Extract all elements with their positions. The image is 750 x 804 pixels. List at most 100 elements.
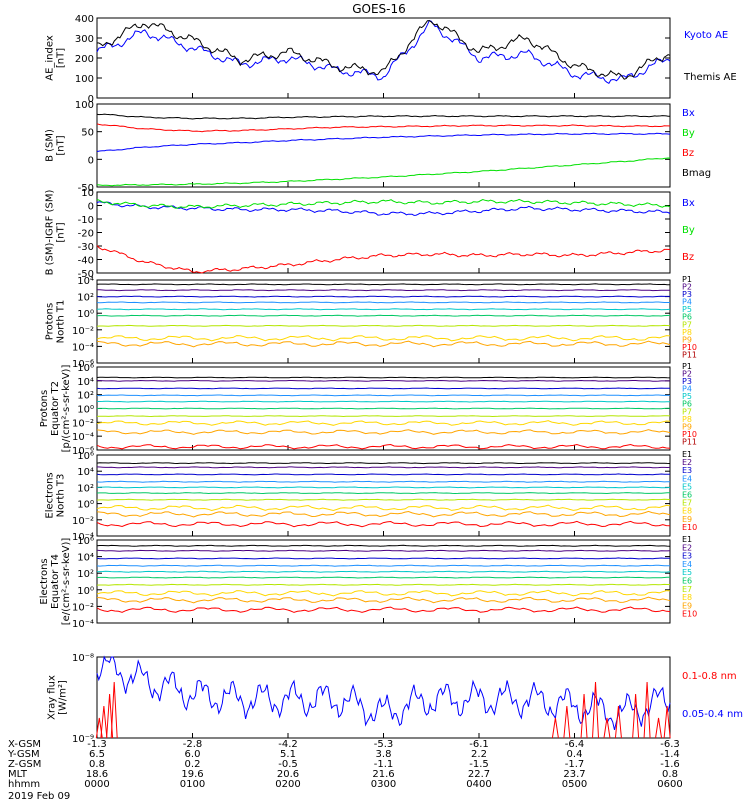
legend-entry: P1 — [682, 362, 692, 371]
legend-entry: E6 — [682, 491, 692, 500]
legend-entry: Bx — [682, 108, 695, 119]
legend-entry: E5 — [682, 568, 692, 577]
y-tick-label: 10⁻⁴ — [72, 432, 94, 443]
series-line-0 — [96, 132, 671, 153]
legend-entry: P10 — [682, 430, 697, 439]
flux-line-P2 — [97, 379, 670, 382]
flux-line-E7 — [96, 498, 671, 501]
ephemeris-value: -0.5 — [278, 759, 298, 770]
legend-entry: E4 — [682, 474, 692, 483]
flux-line-E7 — [96, 583, 671, 586]
series-line-0 — [96, 19, 671, 84]
ephemeris-value: -6.4 — [565, 739, 585, 750]
y-axis-label: B (SM)[nT] — [45, 129, 67, 162]
ephemeris-value: 5.1 — [280, 749, 296, 760]
ephemeris-value: -2.8 — [183, 739, 203, 750]
flux-line-E6 — [96, 576, 671, 579]
legend-entry: Bz — [682, 148, 694, 159]
panel-series — [96, 283, 671, 348]
y-tick-label: 10⁰ — [77, 586, 94, 597]
flux-line-P7 — [96, 415, 671, 418]
legend-entry: P6 — [682, 313, 692, 322]
ephemeris-value: -5.3 — [374, 739, 394, 750]
y-axis-label-line: [W/m²] — [58, 680, 69, 715]
legend-entry: By — [682, 225, 695, 236]
y-tick-label: 0 — [88, 155, 94, 166]
legend-entry: Bx — [682, 198, 695, 209]
y-tick-label: 10⁰ — [77, 405, 94, 416]
y-tick-label: 10⁻⁸ — [72, 653, 94, 664]
legend-entry: Bz — [682, 252, 694, 263]
legend-entry: Kyoto AE — [684, 30, 728, 41]
legend-entry: P11 — [682, 350, 697, 359]
legend-entry: P5 — [682, 305, 692, 314]
y-tick-label: -50 — [78, 269, 94, 280]
ephemeris-value: 6.5 — [89, 749, 105, 760]
flux-line-P4 — [96, 394, 670, 397]
flux-line-P10 — [96, 443, 671, 450]
ephemeris-value: 2.2 — [471, 749, 487, 760]
flux-line-E4 — [96, 480, 670, 483]
y-axis-label: ElectronsEquator T4[e/(cm²-s-sr-keV)] — [39, 538, 72, 626]
y-tick-label: 50 — [81, 128, 94, 139]
y-tick-label: 10⁻² — [72, 602, 94, 613]
legend-entry: E9 — [682, 601, 692, 610]
legend-entry: P4 — [682, 385, 692, 394]
ephemeris-value: -6.1 — [469, 739, 489, 750]
flux-line-E2 — [96, 466, 671, 469]
legend-entry: E10 — [682, 610, 697, 619]
ephemeris-value: 0500 — [562, 779, 587, 790]
ephemeris-row-label: X-GSM — [8, 739, 41, 750]
ephemeris-value: 0.4 — [567, 749, 583, 760]
xray-long-spike — [100, 705, 108, 739]
y-axis-label-line: [e/(cm²-s-sr-keV)] — [61, 538, 72, 626]
ephemeris-row-label: Y-GSM — [7, 749, 40, 760]
y-tick-label: -30 — [78, 242, 94, 253]
y-tick-label: -20 — [78, 229, 94, 240]
ephemeris-value: 0.8 — [662, 769, 678, 780]
legend-entry: E9 — [682, 515, 692, 524]
y-tick-label: 10⁻² — [72, 516, 94, 527]
legend-entry: P7 — [682, 407, 692, 416]
figure-title: GOES-16 — [352, 2, 406, 16]
flux-line-P6 — [96, 314, 671, 317]
legend-entry: E2 — [682, 458, 692, 467]
flux-line-E3 — [96, 473, 670, 476]
y-tick-label: 10⁶ — [77, 451, 94, 462]
y-axis-label-line: Protons — [39, 390, 50, 427]
ephemeris-value: 18.6 — [86, 769, 108, 780]
panel-series — [96, 376, 671, 450]
legend-entry: P1 — [682, 275, 692, 284]
ephemeris-value: -1.1 — [374, 759, 394, 770]
xray-long-spike — [603, 717, 611, 739]
ephemeris-value: -1.7 — [565, 759, 585, 770]
ephemeris-value: -4.2 — [278, 739, 298, 750]
flux-line-E10 — [96, 606, 671, 613]
xray-long-spike — [655, 717, 663, 739]
ephemeris-value: 0100 — [180, 779, 205, 790]
ephemeris-value: -6.3 — [660, 739, 680, 750]
legend-entry: P9 — [682, 422, 692, 431]
ephemeris-value: 0.2 — [185, 759, 201, 770]
legend-entry: 0.05-0.4 nm — [682, 709, 743, 720]
legend-entry: E5 — [682, 482, 692, 491]
legend-entry: E8 — [682, 507, 692, 516]
legend-entry: By — [682, 128, 695, 139]
xray-long-spike — [563, 705, 571, 739]
y-tick-label: 0 — [88, 94, 94, 105]
y-axis-label-line: Equator T4 — [50, 554, 61, 609]
ephemeris-value: 22.7 — [468, 769, 490, 780]
y-tick-label: 10⁻⁶ — [72, 446, 94, 457]
legend-entry: P7 — [682, 320, 692, 329]
flux-line-P3 — [96, 387, 671, 390]
legend-entry: P9 — [682, 335, 692, 344]
legend-entry: P3 — [682, 290, 692, 299]
y-tick-label: 0 — [88, 202, 94, 213]
flux-line-P7 — [96, 324, 671, 327]
series-line-3 — [96, 113, 670, 120]
flux-line-E2 — [96, 549, 671, 552]
